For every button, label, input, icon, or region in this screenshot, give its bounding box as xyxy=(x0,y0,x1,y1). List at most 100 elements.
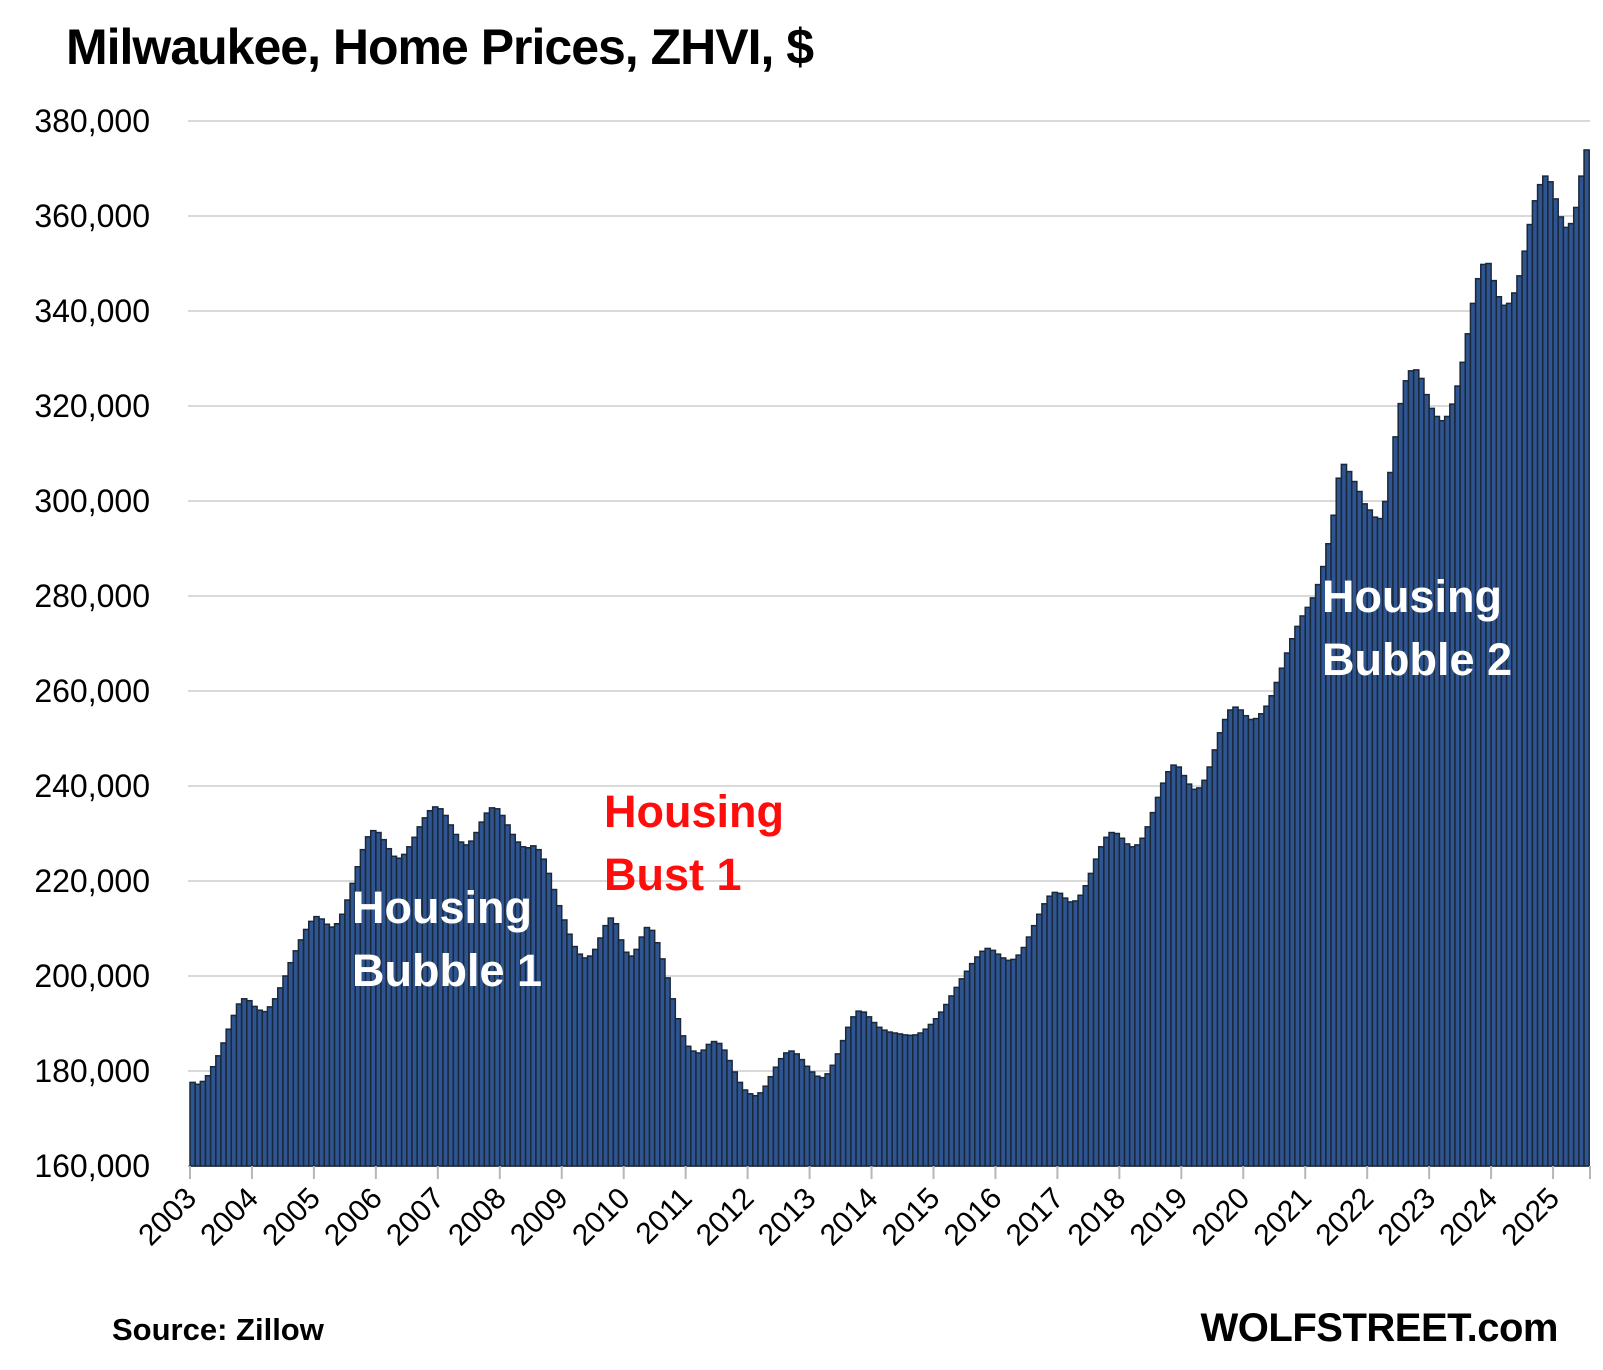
zhvi-month-bar xyxy=(648,929,656,1167)
zhvi-month-bar xyxy=(855,1010,862,1167)
zhvi-month-bar xyxy=(1521,250,1528,1167)
zhvi-month-bar xyxy=(741,1089,749,1167)
zhvi-month-bar xyxy=(1072,900,1079,1167)
zhvi-month-bar xyxy=(591,948,599,1167)
zhvi-month-bar xyxy=(963,970,971,1167)
zhvi-month-bar xyxy=(535,848,542,1167)
y-axis-label: 360,000 xyxy=(34,198,150,234)
zhvi-month-bar xyxy=(302,928,310,1167)
zhvi-month-bar xyxy=(1113,832,1121,1167)
source-note: Source: Zillow xyxy=(112,1312,324,1347)
zhvi-month-bar xyxy=(974,956,981,1167)
y-axis-label: 260,000 xyxy=(34,673,150,709)
zhvi-month-bar xyxy=(674,1018,682,1167)
zhvi-month-bar xyxy=(1077,894,1084,1167)
zhvi-month-bar xyxy=(1485,262,1492,1167)
zhvi-month-bar xyxy=(937,1011,945,1167)
zhvi-month-bar xyxy=(271,998,279,1167)
annotation-bust1-line2: Bust 1 xyxy=(604,849,742,900)
zhvi-month-bar xyxy=(881,1029,888,1167)
zhvi-month-bar xyxy=(1082,885,1090,1167)
zhvi-month-bar xyxy=(1216,732,1224,1167)
zhvi-month-bar xyxy=(1578,175,1585,1167)
zhvi-month-bar xyxy=(1144,826,1152,1167)
zhvi-month-bar xyxy=(633,948,640,1167)
zhvi-month-bar xyxy=(1036,913,1043,1167)
zhvi-month-bar xyxy=(777,1057,785,1167)
y-axis-label: 160,000 xyxy=(34,1148,150,1184)
zhvi-month-bar xyxy=(1454,385,1461,1167)
zhvi-month-bar xyxy=(788,1050,795,1167)
x-axis-year-label: 2005 xyxy=(256,1182,327,1253)
zhvi-month-bar xyxy=(256,1009,264,1167)
zhvi-month-bar xyxy=(597,937,604,1167)
zhvi-month-bar xyxy=(1449,403,1456,1167)
zhvi-month-bar xyxy=(1242,714,1250,1167)
zhvi-month-bar xyxy=(1092,858,1100,1167)
zhvi-month-bar xyxy=(1433,415,1441,1167)
zhvi-month-bar xyxy=(643,926,651,1167)
zhvi-month-bar xyxy=(999,957,1007,1167)
zhvi-month-bar xyxy=(1459,361,1467,1167)
zhvi-month-bar xyxy=(1268,695,1275,1167)
zhvi-month-bar xyxy=(793,1053,800,1167)
zhvi-month-bar xyxy=(571,945,578,1167)
zhvi-month-bar xyxy=(1020,946,1028,1167)
zhvi-month-bar xyxy=(1572,206,1580,1167)
zhvi-month-bar xyxy=(1170,764,1177,1167)
zhvi-month-bar xyxy=(328,926,336,1167)
zhvi-month-bar xyxy=(1196,787,1203,1167)
x-axis-year-label: 2020 xyxy=(1186,1182,1257,1253)
x-axis-year-label: 2015 xyxy=(876,1182,947,1253)
zhvi-month-bar xyxy=(261,1010,269,1167)
zhvi-month-bar xyxy=(1258,713,1265,1167)
zhvi-month-bar xyxy=(1392,436,1399,1167)
zhvi-month-bar xyxy=(684,1045,692,1167)
zhvi-month-bar xyxy=(1567,222,1575,1167)
zhvi-month-bar xyxy=(602,924,609,1167)
zhvi-month-bar xyxy=(1139,837,1146,1167)
zhvi-month-bar xyxy=(850,1016,857,1167)
zhvi-month-bar xyxy=(1438,419,1446,1167)
zhvi-month-bar xyxy=(958,978,966,1167)
zhvi-month-bar xyxy=(891,1032,899,1167)
x-axis-year-label: 2012 xyxy=(690,1182,761,1253)
y-axis-label: 380,000 xyxy=(34,103,150,139)
annotation-bubble2-line1: Housing xyxy=(1322,571,1502,622)
zhvi-month-bar xyxy=(225,1028,233,1167)
x-axis-year-label: 2011 xyxy=(630,1182,699,1251)
zhvi-month-bar xyxy=(1056,892,1064,1167)
zhvi-month-bar xyxy=(338,913,346,1167)
zhvi-month-bar xyxy=(1005,959,1012,1167)
zhvi-month-bar xyxy=(984,947,992,1167)
zhvi-month-bar xyxy=(710,1040,718,1167)
zhvi-month-bar xyxy=(1541,175,1549,1167)
zhvi-month-bar xyxy=(1108,831,1115,1167)
zhvi-month-bar xyxy=(679,1035,687,1167)
zhvi-month-bar xyxy=(1128,846,1136,1167)
zhvi-month-bar xyxy=(1309,597,1317,1167)
zhvi-month-bar xyxy=(1134,844,1141,1167)
zhvi-month-bar xyxy=(746,1093,754,1167)
zhvi-month-bar xyxy=(917,1032,924,1167)
zhvi-month-bar xyxy=(865,1016,873,1167)
zhvi-month-bar xyxy=(901,1034,909,1167)
zhvi-month-bar xyxy=(1149,811,1157,1167)
zhvi-month-bar xyxy=(803,1065,811,1167)
zhvi-month-bar xyxy=(912,1034,919,1167)
zhvi-month-bar xyxy=(1407,370,1415,1167)
x-axis-year-label: 2024 xyxy=(1434,1182,1505,1253)
zhvi-month-bar xyxy=(1443,415,1451,1167)
zhvi-month-bar xyxy=(772,1066,780,1167)
zhvi-month-bar xyxy=(220,1042,227,1167)
zhvi-month-bar xyxy=(1428,407,1436,1167)
zhvi-month-bar xyxy=(669,998,677,1167)
zhvi-month-bar xyxy=(1180,774,1188,1167)
zhvi-month-bar xyxy=(922,1028,930,1167)
y-axis-label: 240,000 xyxy=(34,768,150,804)
x-axis-year-label: 2014 xyxy=(814,1182,885,1253)
zhvi-month-bar xyxy=(1154,796,1162,1167)
x-axis-year-label: 2018 xyxy=(1062,1182,1133,1253)
zhvi-month-bar xyxy=(1066,901,1074,1167)
zhvi-month-bar xyxy=(1516,275,1523,1167)
